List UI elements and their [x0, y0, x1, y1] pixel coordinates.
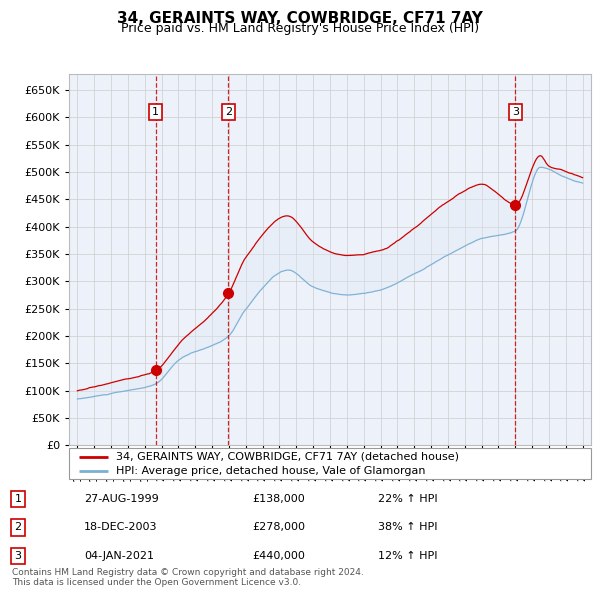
Text: £440,000: £440,000 — [252, 551, 305, 560]
Text: 3: 3 — [512, 107, 519, 117]
Text: 34, GERAINTS WAY, COWBRIDGE, CF71 7AY: 34, GERAINTS WAY, COWBRIDGE, CF71 7AY — [117, 11, 483, 25]
Text: HPI: Average price, detached house, Vale of Glamorgan: HPI: Average price, detached house, Vale… — [116, 467, 425, 476]
Text: 1: 1 — [152, 107, 159, 117]
Text: 12% ↑ HPI: 12% ↑ HPI — [378, 551, 437, 560]
Text: 3: 3 — [14, 551, 22, 560]
Text: 2: 2 — [225, 107, 232, 117]
Text: 2: 2 — [14, 523, 22, 532]
Text: 04-JAN-2021: 04-JAN-2021 — [84, 551, 154, 560]
Text: 34, GERAINTS WAY, COWBRIDGE, CF71 7AY (detached house): 34, GERAINTS WAY, COWBRIDGE, CF71 7AY (d… — [116, 452, 459, 462]
Text: £278,000: £278,000 — [252, 523, 305, 532]
Text: Contains HM Land Registry data © Crown copyright and database right 2024.
This d: Contains HM Land Registry data © Crown c… — [12, 568, 364, 587]
Text: 22% ↑ HPI: 22% ↑ HPI — [378, 494, 437, 504]
Text: 27-AUG-1999: 27-AUG-1999 — [84, 494, 159, 504]
FancyBboxPatch shape — [69, 448, 591, 479]
Text: 18-DEC-2003: 18-DEC-2003 — [84, 523, 157, 532]
Text: Price paid vs. HM Land Registry's House Price Index (HPI): Price paid vs. HM Land Registry's House … — [121, 22, 479, 35]
Text: £138,000: £138,000 — [252, 494, 305, 504]
Text: 1: 1 — [14, 494, 22, 504]
Text: 38% ↑ HPI: 38% ↑ HPI — [378, 523, 437, 532]
